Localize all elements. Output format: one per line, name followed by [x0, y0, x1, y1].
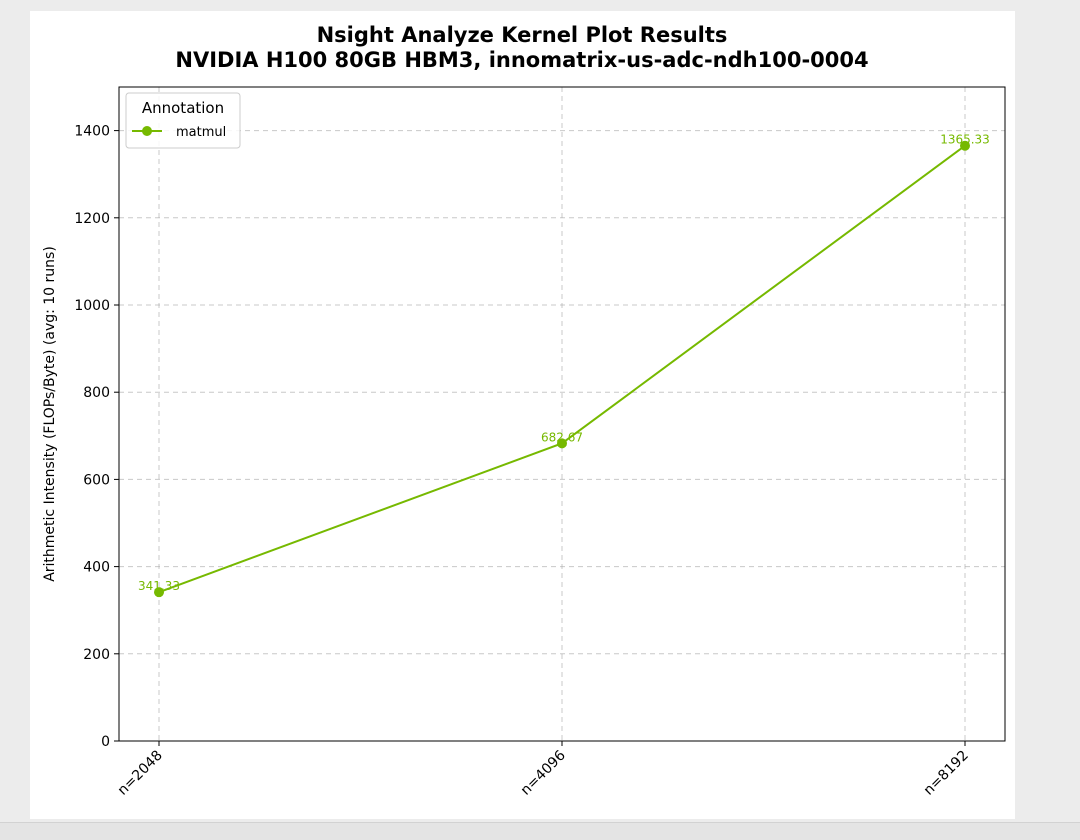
x-tick-label: n=4096 [518, 747, 569, 798]
x-tick-label: n=2048 [115, 748, 166, 799]
legend-label-matmul: matmul [176, 125, 226, 140]
chart: Nsight Analyze Kernel Plot Results NVIDI… [42, 23, 1006, 799]
grid-layer [119, 87, 1005, 741]
axis-layer: 0 200 400 600 800 1000 1200 1400 n=2048 n=4096 n=8… [74, 124, 971, 799]
y-axis-label: Arithmetic Intensity (FLOPs/Byte) (avg: … [42, 246, 58, 582]
y-tick-label: 800 [83, 385, 110, 401]
chart-subtitle: NVIDIA H100 80GB HBM3, innomatrix-us-adc… [175, 48, 868, 72]
x-tick-label: n=8192 [921, 748, 972, 799]
y-tick-label: 1000 [74, 298, 110, 314]
data-point [960, 140, 970, 151]
legend-box [125, 92, 241, 149]
data-point [154, 587, 164, 598]
legend-title: Annotation [142, 99, 224, 117]
chart-title: Nsight Analyze Kernel Plot Results [317, 23, 728, 47]
y-tick-label: 600 [83, 472, 110, 488]
y-tick-label: 200 [83, 647, 110, 663]
y-tick-label: 400 [83, 560, 110, 576]
legend: Annotation matmul [125, 92, 241, 149]
legend-marker-matmul [142, 126, 152, 136]
figure-canvas: Nsight Analyze Kernel Plot Results NVIDI… [30, 11, 1015, 819]
data-label: 341.33 [138, 579, 180, 593]
data-label: 1365.33 [940, 133, 990, 147]
y-tick-label: 1400 [74, 124, 110, 140]
series-layer: 341.33 682.67 1365.33 [138, 133, 990, 598]
y-tick-label: 0 [101, 734, 110, 750]
data-label: 682.67 [541, 430, 583, 444]
y-tick-label: 1200 [74, 211, 110, 227]
window-bottom-edge [0, 822, 1080, 840]
data-point [557, 438, 567, 449]
